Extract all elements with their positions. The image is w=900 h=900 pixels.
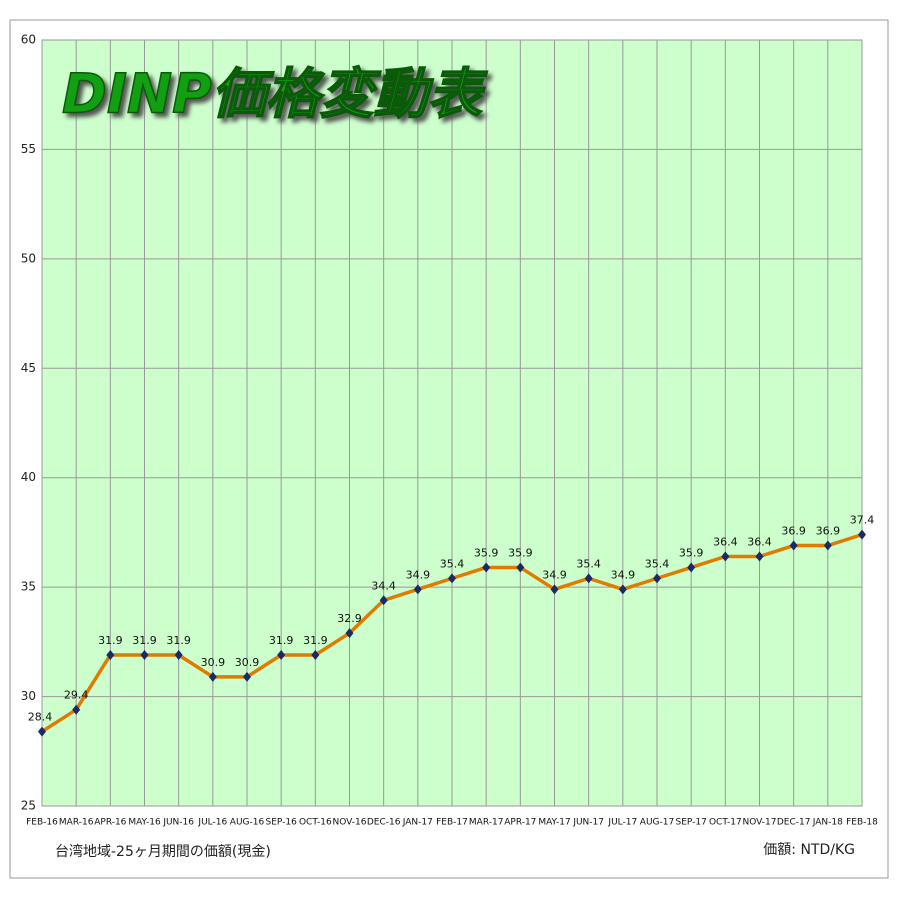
data-label: 34.4: [371, 579, 396, 592]
y-tick-label: 35: [21, 580, 36, 594]
footnote: 台湾地域-25ヶ月期間の価額(現金): [55, 843, 271, 860]
x-tick-label: JAN-18: [812, 818, 843, 828]
x-tick-label: SEP-16: [265, 818, 297, 828]
x-tick-label: MAY-16: [128, 818, 161, 828]
marker: [584, 573, 593, 584]
data-label: 30.9: [235, 656, 260, 669]
grid: [41, 39, 863, 807]
x-tick-label: JUN-16: [162, 818, 194, 828]
marker: [755, 551, 764, 562]
marker: [413, 584, 422, 595]
data-label: 36.9: [781, 525, 806, 538]
y-tick-label: 25: [21, 799, 36, 813]
x-tick-label: DEC-16: [367, 818, 401, 828]
y-tick-label: 50: [21, 251, 36, 265]
marker: [379, 595, 388, 606]
marker: [789, 540, 798, 551]
data-label: 35.9: [474, 546, 499, 559]
x-tick-label: DEC-17: [777, 818, 811, 828]
marker: [311, 649, 320, 660]
y-tick-label: 55: [21, 142, 36, 156]
marker: [618, 584, 627, 595]
marker: [174, 649, 183, 660]
x-tick-label: JAN-17: [402, 818, 433, 828]
data-label: 35.4: [645, 557, 670, 570]
data-label: 36.4: [713, 536, 738, 549]
data-label: 36.4: [747, 536, 772, 549]
marker: [345, 628, 354, 639]
marker: [687, 562, 696, 573]
marker: [243, 671, 251, 682]
marker: [448, 573, 456, 584]
data-label: 31.9: [303, 634, 328, 647]
unit-note: 価額: NTD/KG: [763, 842, 855, 858]
marker: [38, 726, 46, 737]
x-tick-label: JUL-17: [607, 818, 637, 828]
x-tick-label: FEB-17: [436, 818, 468, 828]
data-label: 35.4: [576, 557, 601, 570]
data-label: 34.9: [542, 568, 567, 581]
marker: [140, 649, 149, 660]
marker: [516, 562, 525, 573]
data-label: 35.4: [440, 557, 465, 570]
marker: [550, 584, 559, 595]
x-tick-label: MAY-17: [538, 818, 570, 828]
data-label: 35.9: [679, 546, 704, 559]
marker: [277, 649, 286, 660]
y-tick-label: 40: [21, 470, 36, 484]
x-tick-label: NOV-17: [743, 818, 777, 828]
x-tick-label: SEP-17: [675, 818, 706, 828]
x-tick-label: OCT-17: [709, 818, 742, 828]
data-label: 31.9: [132, 634, 157, 647]
marker: [721, 551, 730, 562]
x-tick-label: FEB-16: [26, 818, 58, 828]
marker: [208, 671, 217, 682]
y-tick-label: 45: [21, 361, 36, 375]
x-tick-label: AUG-17: [640, 818, 674, 828]
marker: [653, 573, 661, 584]
data-label: 30.9: [201, 656, 226, 669]
data-label: 34.9: [611, 568, 636, 581]
y-tick-label: 60: [21, 33, 36, 47]
x-tick-label: MAR-17: [469, 818, 504, 828]
data-label: 36.9: [816, 525, 841, 538]
x-tick-label: FEB-18: [846, 818, 878, 828]
marker: [72, 704, 81, 715]
data-label: 31.9: [269, 634, 294, 647]
data-label: 32.9: [337, 612, 362, 625]
data-label: 35.9: [508, 546, 533, 559]
y-tick-label: 30: [21, 689, 36, 703]
x-tick-label: OCT-16: [299, 818, 332, 828]
x-tick-label: AUG-16: [230, 818, 265, 828]
data-label: 37.4: [850, 514, 875, 527]
x-tick-label: APR-16: [94, 818, 126, 828]
x-tick-label: APR-17: [504, 818, 536, 828]
x-tick-label: JUN-17: [572, 818, 604, 828]
x-tick-label: MAR-16: [59, 818, 94, 828]
x-tick-label: NOV-16: [333, 818, 367, 828]
marker: [823, 540, 832, 551]
chart-title: DINP価格変動表: [62, 63, 488, 126]
data-label: 29.4: [64, 689, 89, 702]
marker: [858, 529, 866, 540]
marker: [482, 562, 491, 573]
marker: [106, 649, 115, 660]
data-label: 31.9: [98, 634, 123, 647]
data-label: 34.9: [406, 568, 431, 581]
x-tick-label: JUL-16: [197, 818, 227, 828]
data-label: 31.9: [166, 634, 191, 647]
data-label: 28.4: [28, 711, 53, 724]
